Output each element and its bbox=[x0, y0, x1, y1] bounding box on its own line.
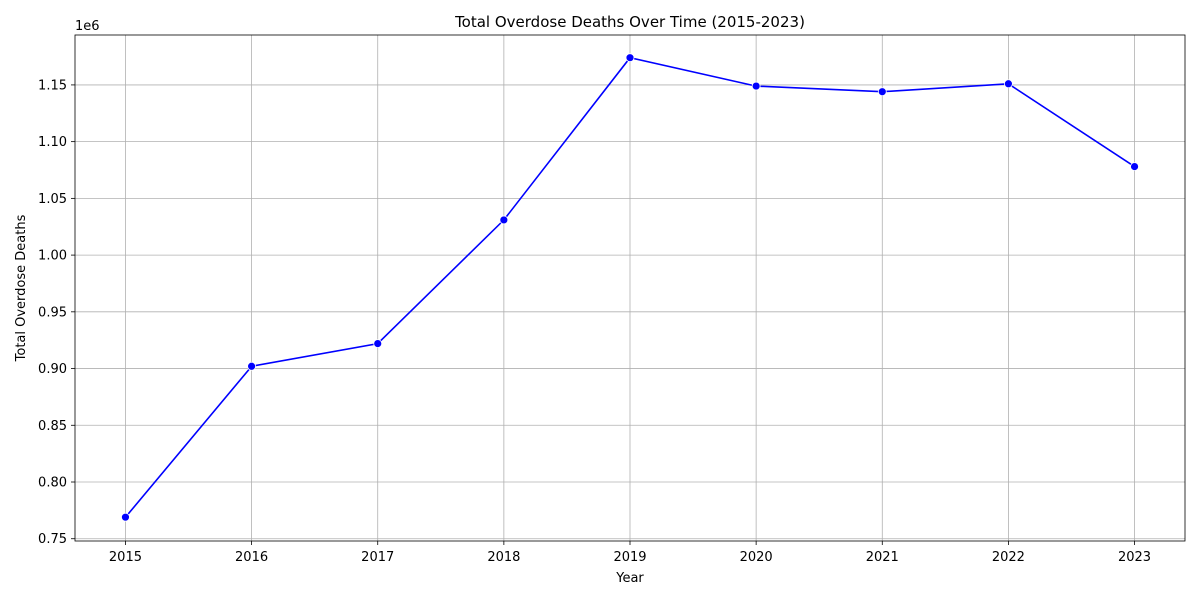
y-tick-label: 0.80 bbox=[38, 476, 67, 491]
data-point bbox=[121, 512, 130, 522]
x-tick-label: 2018 bbox=[487, 550, 520, 565]
y-tick-label: 1.15 bbox=[38, 78, 67, 93]
data-point bbox=[373, 339, 383, 348]
y-tick-label: 1.05 bbox=[38, 192, 67, 207]
data-point bbox=[499, 215, 509, 225]
y-tick-label: 1.00 bbox=[38, 249, 67, 264]
data-point bbox=[625, 53, 635, 63]
y-axis-offset-text: 1e6 bbox=[75, 19, 100, 34]
grid-layer bbox=[75, 35, 1185, 541]
data-point bbox=[247, 361, 256, 371]
data-point bbox=[751, 81, 761, 91]
data-point bbox=[1130, 162, 1139, 172]
x-tick-label: 2019 bbox=[613, 550, 646, 565]
x-tick-label: 2023 bbox=[1118, 550, 1151, 565]
x-tick-label: 2016 bbox=[235, 550, 268, 565]
data-point bbox=[1004, 79, 1013, 89]
y-tick-label: 0.95 bbox=[38, 305, 67, 320]
y-tick-label: 0.75 bbox=[38, 532, 67, 547]
x-tick-label: 2020 bbox=[740, 550, 773, 565]
x-tick-label: 2017 bbox=[361, 550, 394, 565]
y-tick-label: 1.10 bbox=[38, 135, 67, 150]
x-tick-label: 2021 bbox=[866, 550, 899, 565]
y-axis-label: Total Overdose Deaths bbox=[14, 214, 29, 362]
data-point bbox=[877, 87, 887, 97]
chart-title: Total Overdose Deaths Over Time (2015-20… bbox=[454, 13, 805, 31]
y-tick-label: 0.90 bbox=[38, 362, 67, 377]
x-tick-label: 2015 bbox=[109, 550, 142, 565]
x-tick-label: 2022 bbox=[992, 550, 1025, 565]
series-layer bbox=[121, 53, 1139, 522]
y-tick-label: 0.85 bbox=[38, 419, 67, 434]
x-axis-label: Year bbox=[615, 571, 644, 586]
ticks-layer: 2015 2016 2017 2018 2019 2020 2021 2022 2023 0.75… bbox=[38, 78, 1151, 565]
